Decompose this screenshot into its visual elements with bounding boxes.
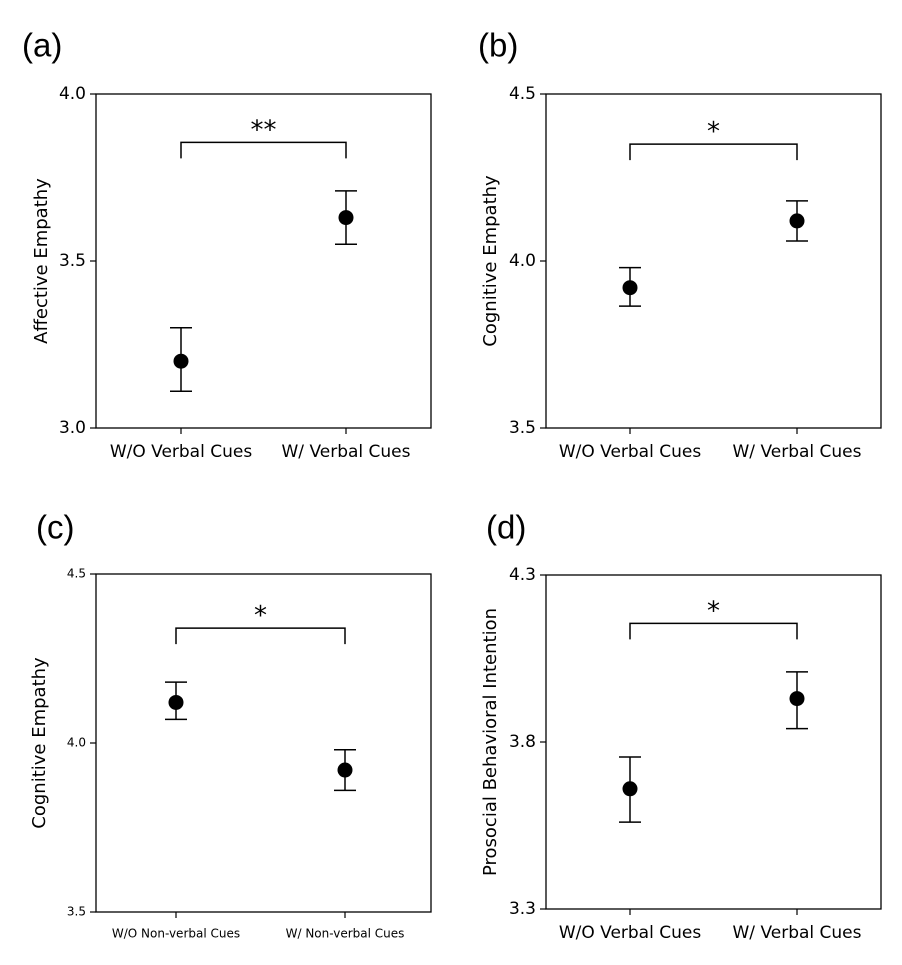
data-point [173,353,189,369]
data-point [622,280,638,296]
y-tick-label: 4.0 [509,251,536,271]
significance-bracket [180,141,347,159]
y-tick-label: 4.5 [67,567,86,581]
chart-panel: (b) 3.5 4.0 4.5 W/O Verbal Cues W/ Verbal Cue… [478,27,882,462]
significance-marker: * [254,601,267,631]
panel-label: (c) [36,509,74,546]
data-point [168,694,184,710]
x-tick-label: W/ Verbal Cues [733,442,862,462]
x-tick-label: W/ Non-verbal Cues [286,927,405,941]
significance-bracket [175,627,346,645]
data-point [789,691,805,707]
y-tick-label: 3.0 [59,418,86,438]
x-tick-label: W/O Verbal Cues [559,923,702,943]
data-point [789,213,805,229]
panel-label: (d) [486,509,526,546]
y-tick-label: 4.0 [67,736,86,750]
chart-panel: (d) 3.3 3.8 4.3 W/O Verbal Cues W/ Verbal Cue… [480,509,882,943]
x-tick-label: W/O Verbal Cues [559,442,702,462]
x-tick-label: W/ Verbal Cues [282,442,411,462]
panel-label: (b) [478,27,518,64]
y-axis-label: Cognitive Empathy [480,175,501,347]
significance-bracket [629,143,798,161]
significance-bracket [629,622,798,640]
y-tick-label: 3.5 [67,905,86,919]
data-point [622,781,638,797]
significance-marker: ** [251,115,277,145]
chart-panel: (a) 3.0 3.5 4.0 W/O Verbal Cues W/ Verbal Cue… [22,27,432,462]
data-point [337,762,353,778]
x-tick-label: W/ Verbal Cues [733,923,862,943]
y-axis-label: Affective Empathy [31,178,52,344]
x-tick-label: W/O Non-verbal Cues [112,927,240,941]
y-tick-label: 3.5 [59,251,86,271]
y-tick-label: 3.8 [509,732,536,752]
y-axis-label: Prosocial Behavioral Intention [480,608,501,876]
data-point [338,210,354,226]
x-tick-label: W/O Verbal Cues [110,442,253,462]
y-tick-label: 4.3 [509,565,536,585]
y-tick-label: 3.5 [509,418,536,438]
significance-marker: * [707,596,720,626]
y-tick-label: 4.0 [59,84,86,104]
significance-marker: * [707,117,720,147]
y-axis-label: Cognitive Empathy [29,657,50,829]
panel-label: (a) [22,27,62,64]
y-tick-label: 4.5 [509,84,536,104]
chart-panel: (c) 3.5 4.0 4.5 W/O Non-verbal Cues W/ Non-ve… [29,509,432,941]
y-tick-label: 3.3 [509,899,536,919]
